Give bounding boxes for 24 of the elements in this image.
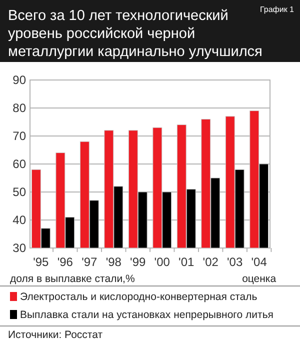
y-axis-title: доля в выплавке стали,% [10, 273, 135, 285]
chart-subtitle: График 1 [260, 5, 295, 14]
y-tick-label: 50 [12, 185, 26, 200]
x-tick-label: '99 [130, 255, 146, 269]
x-tick-label: '96 [57, 255, 74, 269]
chart-title: Всего за 10 лет технологический уровень российской черной металлургии кардинально улучшился [8, 8, 262, 60]
x-tick-label: '97 [82, 255, 98, 269]
y-tick-label: 80 [12, 101, 26, 116]
y-tick-label: 70 [12, 129, 26, 144]
x-tick-label: '00 [154, 255, 170, 269]
y-tick-label: 90 [12, 73, 26, 88]
x-tick-label: '95 [33, 255, 50, 269]
text: оценка [242, 273, 276, 285]
y-tick-label: 30 [12, 241, 26, 256]
text: Источники: Росстат [8, 329, 103, 341]
x-tick-label: '04 [251, 255, 268, 269]
legend-label: Выплавка стали на установках непрерывного литья [20, 309, 274, 321]
y-tick-label: 60 [12, 157, 26, 172]
y-tick-label: 40 [12, 213, 26, 228]
legend-label: Электросталь и кислородно-конвертерная сталь [20, 291, 258, 303]
x-tick-label: '01 [178, 255, 195, 269]
x-tick-label: '02 [202, 255, 219, 269]
x-tick-label: '03 [227, 255, 243, 269]
x-tick-label: '98 [106, 255, 122, 269]
